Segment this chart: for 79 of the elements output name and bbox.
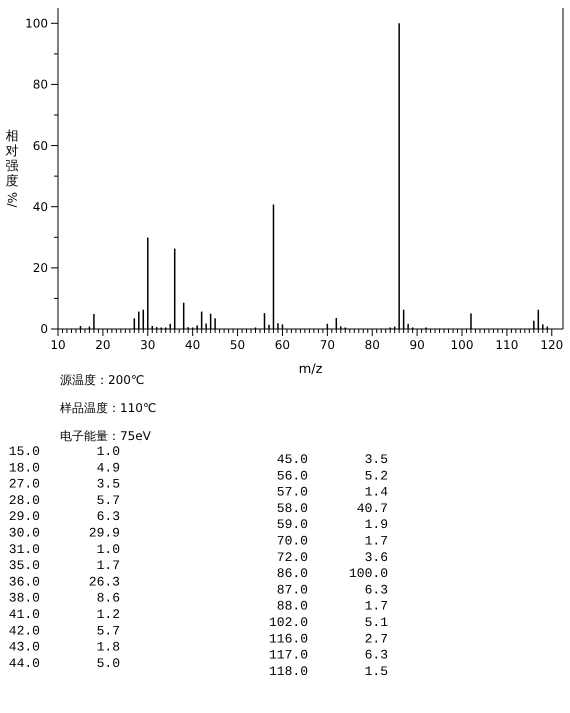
text: 6.3 [364, 648, 388, 663]
text: 源温度：200℃ [60, 373, 144, 387]
y-tick-label: 80 [32, 78, 48, 92]
category-label: 41.0 [8, 607, 40, 622]
y-tick-label: 100 [25, 16, 48, 30]
x-tick-label: 60 [274, 338, 290, 352]
category-label: 27.0 [8, 476, 40, 492]
text: 1.8 [96, 640, 120, 655]
category-label: 44.0 [8, 656, 40, 671]
text: 40.7 [356, 500, 388, 516]
text: 29.9 [88, 526, 120, 540]
x-tick-label: 20 [95, 338, 111, 352]
y-tick-label: 20 [32, 261, 48, 276]
category-label: 28.0 [8, 492, 40, 508]
x-tick-label: 90 [409, 338, 425, 352]
text: 6.3 [96, 509, 120, 524]
x-tick-label: 50 [230, 338, 246, 352]
y-tick-label: 40 [32, 200, 48, 214]
category-label: 70.0 [276, 534, 308, 548]
text: 1.7 [96, 558, 120, 574]
category-label: 42.0 [8, 623, 40, 638]
category-label: 30.0 [8, 526, 40, 540]
x-tick-label: 110 [495, 338, 518, 352]
category-label: 56.0 [276, 468, 308, 484]
category-label: 102.0 [268, 615, 308, 630]
category-label: 117.0 [268, 648, 308, 663]
text: 8.6 [96, 590, 120, 606]
text: 3.6 [364, 550, 388, 565]
text: 1.5 [364, 664, 388, 679]
y-tick-label: 60 [32, 138, 48, 153]
text: 1.2 [96, 607, 120, 622]
text: 5.7 [96, 623, 120, 638]
category-label: 35.0 [8, 558, 40, 574]
text: 5.7 [96, 492, 120, 508]
text: 1.9 [364, 517, 388, 532]
y-axis-title: 相对强度%/ [4, 129, 19, 208]
text: 4.9 [96, 460, 120, 476]
category-label: 36.0 [8, 574, 40, 590]
text: 电子能量：75eV [60, 429, 152, 443]
text: 1.0 [96, 444, 120, 459]
x-tick-label: 100 [450, 338, 474, 352]
text: 5.1 [364, 615, 388, 630]
text: 1.0 [96, 542, 120, 557]
category-label: 118.0 [268, 664, 308, 679]
text: 6.3 [364, 582, 388, 598]
y-tick-label: 0 [40, 322, 48, 336]
text: 1.7 [364, 598, 388, 614]
x-tick-label: 120 [540, 338, 564, 352]
text: 1.7 [364, 534, 388, 548]
text: 3.5 [96, 476, 120, 492]
category-label: 86.0 [276, 566, 308, 582]
x-tick-label: 40 [185, 338, 200, 352]
category-label: 58.0 [276, 500, 308, 516]
category-label: 29.0 [8, 509, 40, 524]
x-tick-label: 30 [140, 338, 156, 352]
x-axis-title: m/z [298, 362, 323, 377]
category-label: 43.0 [8, 640, 40, 655]
category-label: 18.0 [8, 460, 40, 476]
text: 1.4 [364, 484, 388, 500]
text: 5.2 [364, 468, 388, 484]
category-label: 88.0 [276, 598, 308, 614]
category-label: 15.0 [8, 444, 40, 459]
text: 100.0 [348, 566, 388, 582]
category-label: 38.0 [8, 590, 40, 606]
category-label: 116.0 [268, 631, 308, 646]
x-tick-label: 80 [364, 338, 380, 352]
text: 样品温度：110℃ [60, 401, 156, 415]
category-label: 59.0 [276, 517, 308, 532]
category-label: 87.0 [276, 582, 308, 598]
text: 26.3 [88, 574, 120, 590]
x-tick-label: 70 [320, 338, 335, 352]
x-tick-label: 10 [50, 338, 66, 352]
text: 3.5 [364, 452, 388, 467]
category-label: 45.0 [276, 452, 308, 467]
text: 2.7 [364, 631, 388, 646]
category-label: 31.0 [8, 542, 40, 557]
text: 5.0 [96, 656, 120, 671]
category-label: 72.0 [276, 550, 308, 565]
category-label: 57.0 [276, 484, 308, 500]
